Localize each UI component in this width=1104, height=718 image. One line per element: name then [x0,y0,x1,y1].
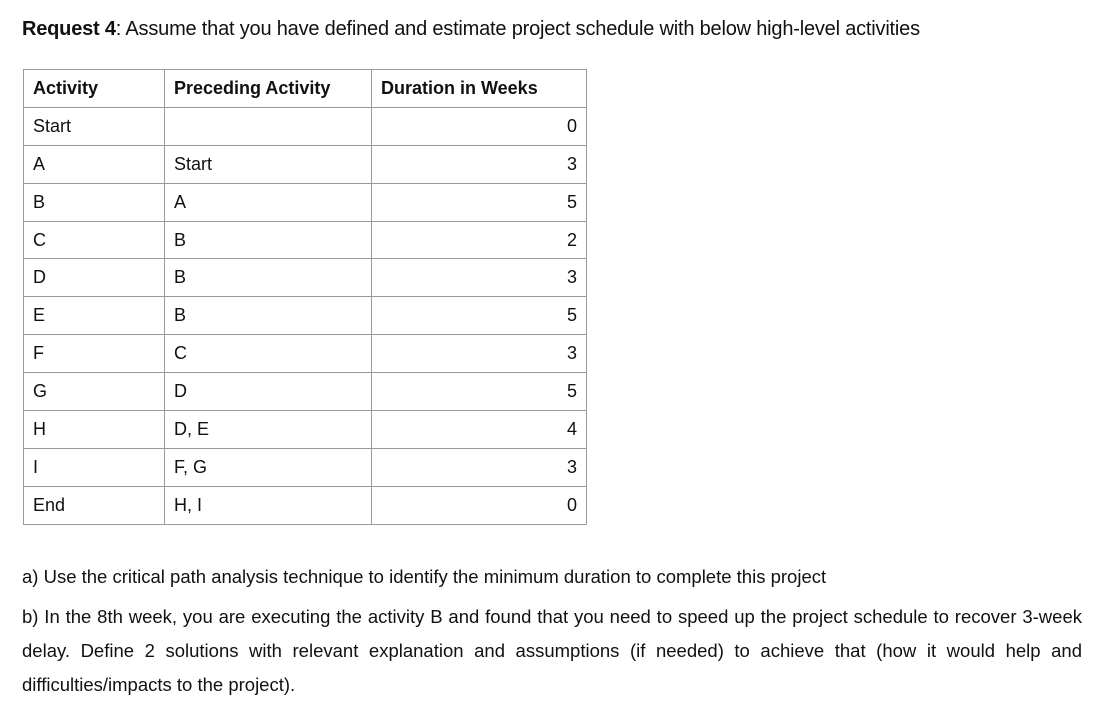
duration-cell: 4 [371,410,587,449]
activity-cell: B [23,182,165,222]
request-text: : Assume that you have defined and estim… [115,18,920,40]
preceding-cell: D [164,372,372,412]
table-row: Start 0 [23,106,587,146]
duration-cell: 3 [371,447,587,487]
question-b: b) In the 8th week, you are executing th… [22,606,1082,695]
question-a: a) Use the critical path analysis techni… [22,566,827,587]
duration-cell: 2 [371,220,587,260]
preceding-cell [164,106,372,146]
activity-cell: Start [23,106,165,146]
table-header-row: Activity Preceding Activity Duration in … [23,69,587,108]
preceding-cell: Start [164,144,372,184]
preceding-cell: B [164,258,372,298]
schedule-table: Activity Preceding Activity Duration in … [23,69,587,525]
header-activity: Activity [23,69,165,108]
duration-cell: 5 [371,296,587,336]
activity-cell: A [23,144,165,184]
table-row: A Start 3 [23,144,587,184]
preceding-cell: C [164,334,372,374]
preceding-cell: D, E [164,410,372,449]
activity-cell: E [23,296,165,336]
preceding-cell: B [164,220,372,260]
duration-cell: 0 [371,485,587,525]
duration-cell: 3 [371,334,587,374]
duration-cell: 5 [371,182,587,222]
request-heading: Request 4: Assume that you have defined … [22,18,920,41]
duration-cell: 5 [371,372,587,412]
activity-cell: I [23,447,165,487]
preceding-cell: B [164,296,372,336]
activity-cell: C [23,220,165,260]
duration-cell: 3 [371,258,587,298]
duration-cell: 0 [371,106,587,146]
preceding-cell: H, I [164,485,372,525]
preceding-cell: F, G [164,447,372,487]
preceding-cell: A [164,182,372,222]
activity-cell: D [23,258,165,298]
activity-cell: F [23,334,165,374]
activity-cell: H [23,410,165,449]
activity-cell: End [23,485,165,525]
header-duration: Duration in Weeks [371,69,587,108]
duration-cell: 3 [371,144,587,184]
header-preceding-activity: Preceding Activity [164,69,372,108]
activity-cell: G [23,372,165,412]
request-label: Request 4 [22,18,116,40]
